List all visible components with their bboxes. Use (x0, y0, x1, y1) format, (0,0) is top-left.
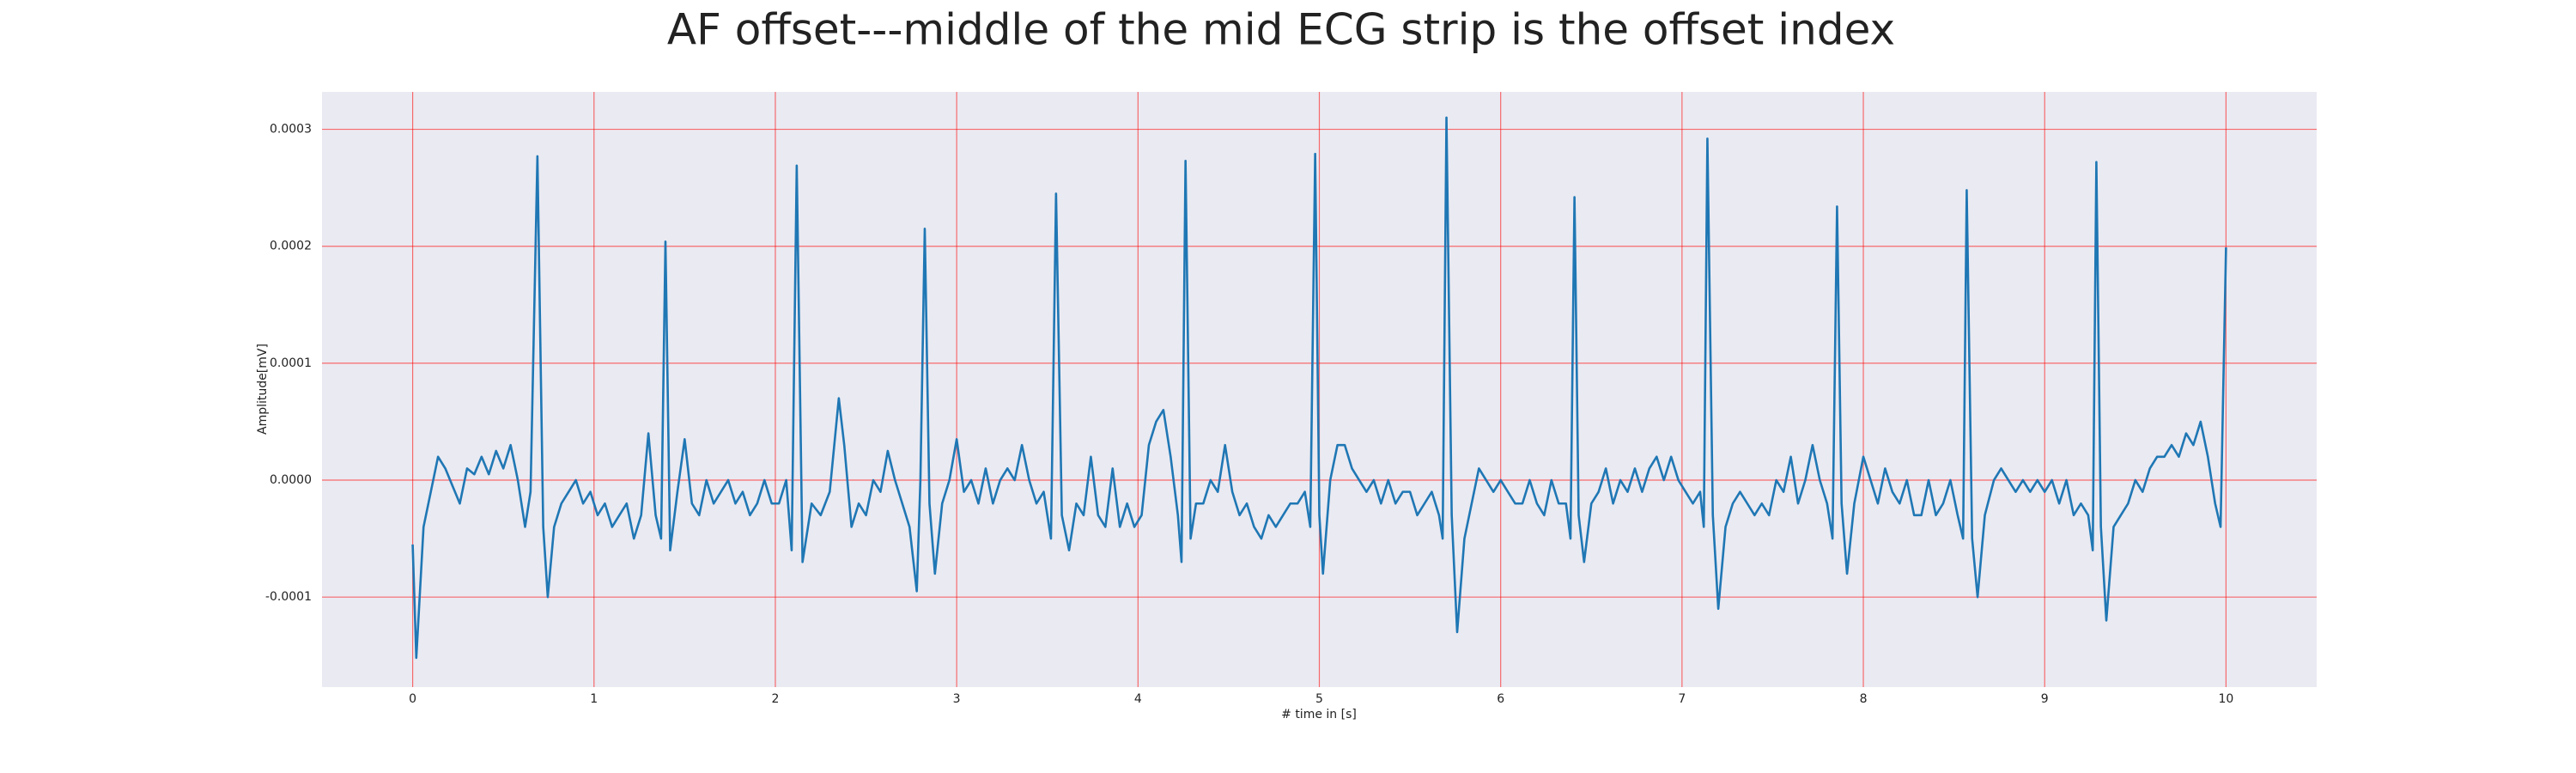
y-tick-label: -0.0001 (265, 590, 312, 604)
y-tick-label: 0.0002 (270, 240, 312, 253)
chart-title: AF offset---middle of the mid ECG strip … (667, 5, 1895, 55)
x-tick-label: 3 (953, 692, 961, 706)
x-tick-label: 8 (1860, 692, 1868, 706)
y-tick-label: 0.0003 (270, 123, 312, 137)
x-tick-label: 7 (1678, 692, 1686, 706)
x-tick-label: 4 (1134, 692, 1142, 706)
y-tick-label: 0.0000 (270, 473, 312, 487)
x-tick-label: 0 (409, 692, 416, 706)
x-tick-label: 2 (771, 692, 779, 706)
x-axis-label: # time in [s] (1281, 708, 1357, 721)
ecg-line (411, 116, 2227, 660)
y-tick-label: 0.0001 (270, 356, 312, 370)
x-tick-label: 6 (1497, 692, 1504, 706)
x-tick-label: 5 (1315, 692, 1323, 706)
x-tick-label: 9 (2041, 692, 2049, 706)
x-tick-label: 10 (2218, 692, 2233, 706)
x-tick-label: 1 (590, 692, 598, 706)
grid (322, 92, 2317, 687)
y-axis-label: Amplitude[mV] (256, 344, 270, 435)
marks (411, 116, 2227, 660)
